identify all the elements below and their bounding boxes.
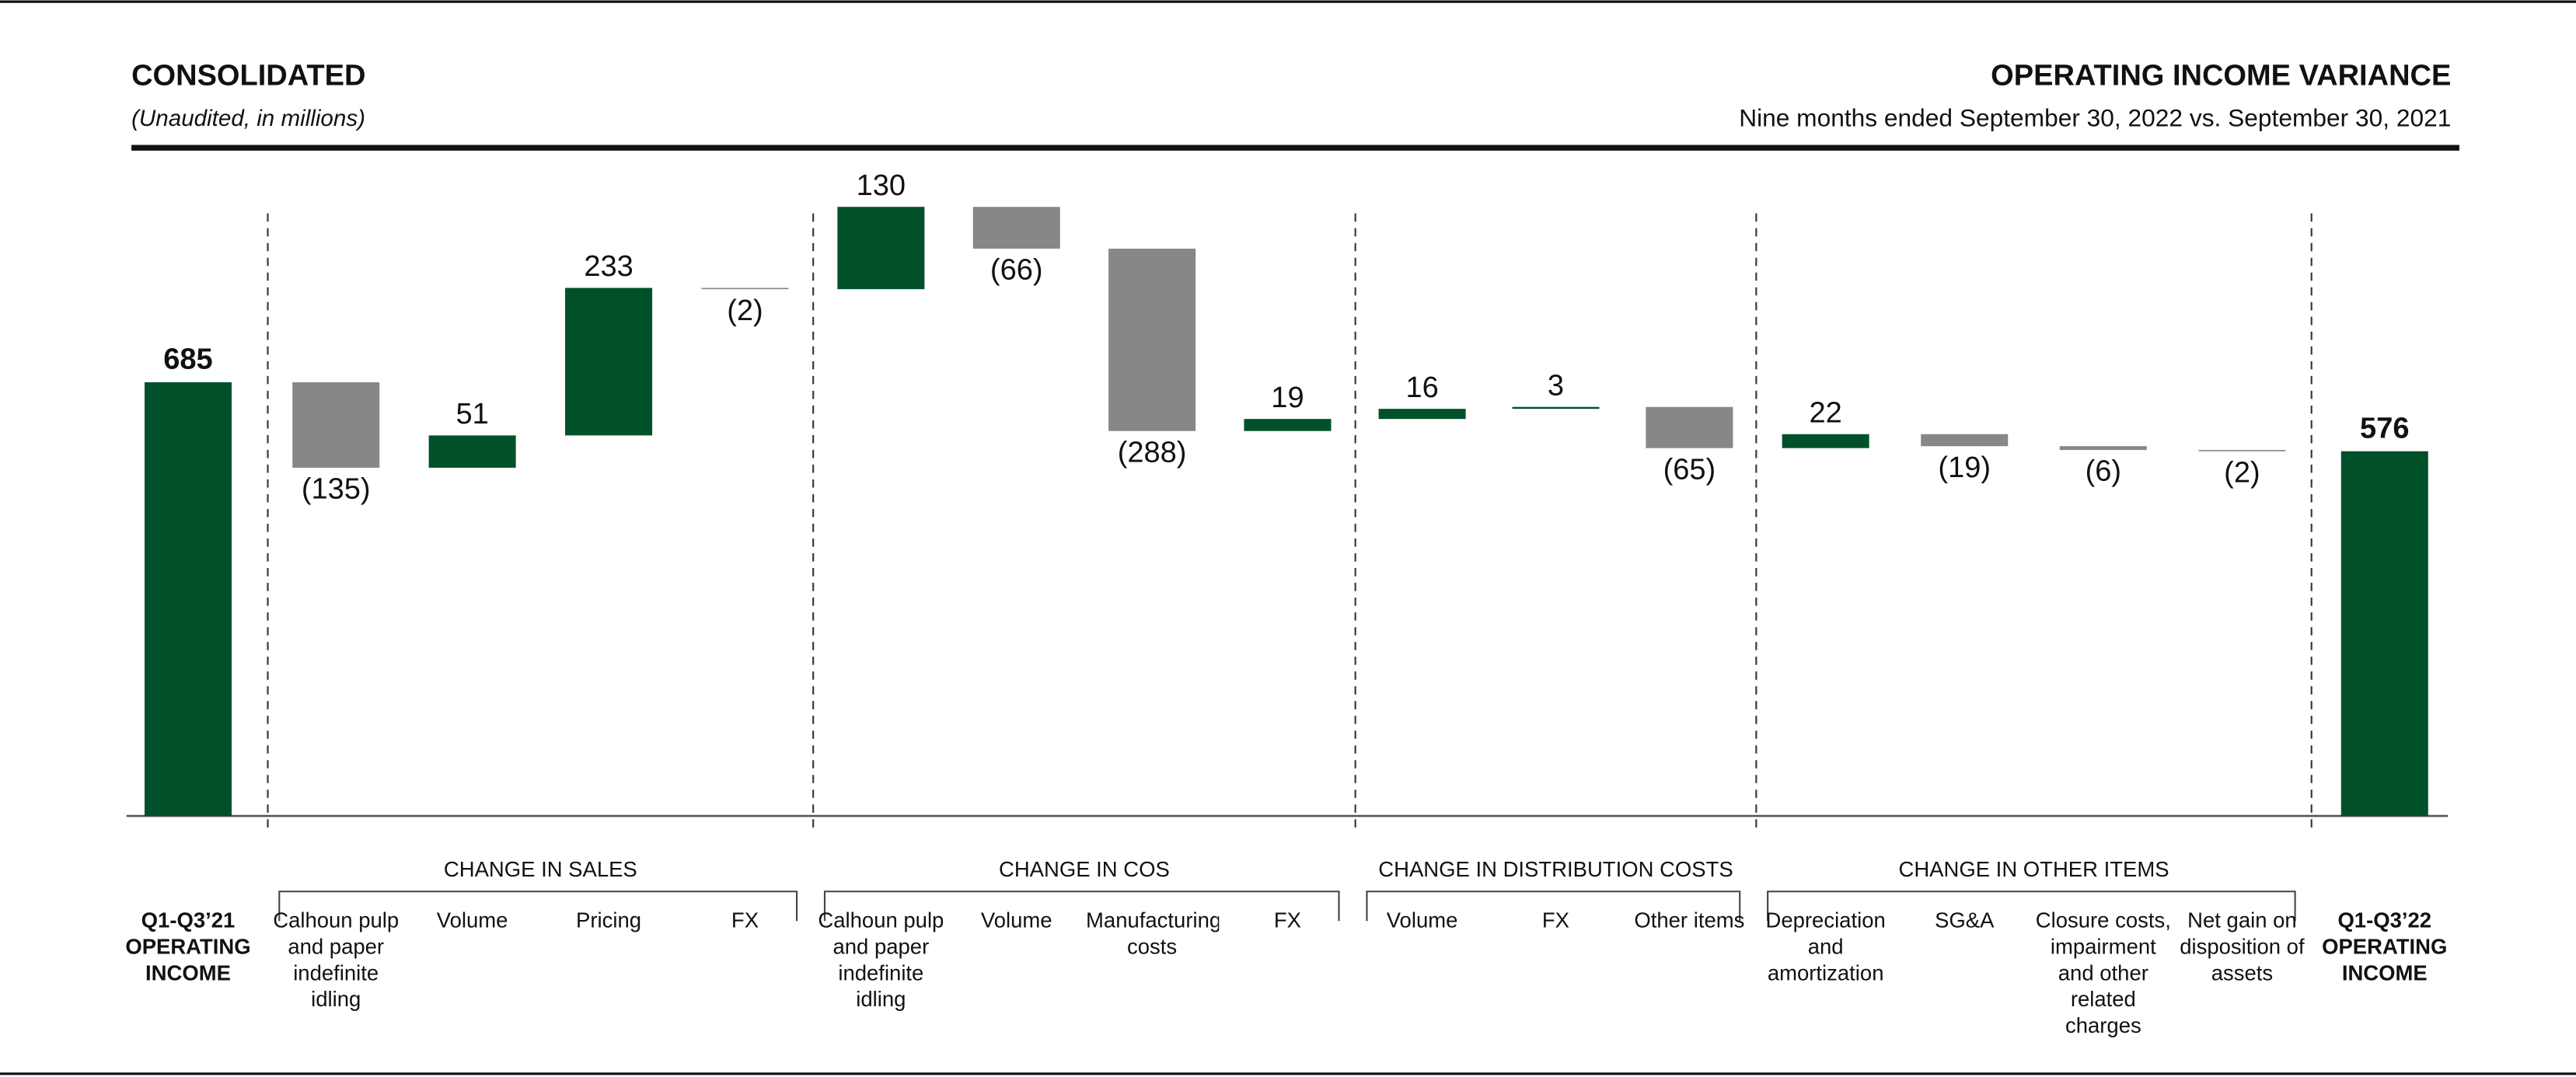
chart-subtitle: Nine months ended September 30, 2022 vs.… bbox=[1739, 104, 2451, 132]
category-label: SG&A bbox=[1935, 908, 1995, 933]
group-label-box: CHANGE IN DISTRIBUTION COSTS bbox=[1378, 856, 1733, 882]
category-label-box: Pricing bbox=[576, 908, 642, 933]
total-bar bbox=[2340, 451, 2428, 817]
bar bbox=[972, 207, 1060, 249]
group-bracket bbox=[823, 891, 1340, 922]
value-label: 3 bbox=[1548, 369, 1564, 402]
category-label: Volume bbox=[1386, 908, 1458, 933]
total-label-box: Q1-Q3’21 OPERATING INCOME bbox=[125, 908, 251, 985]
category-label: Calhoun pulp and paper indefinite idling bbox=[818, 908, 944, 1012]
bar bbox=[2198, 450, 2286, 451]
category-label-box: Volume bbox=[1386, 908, 1458, 933]
value-label: 51 bbox=[456, 398, 488, 430]
group-label: CHANGE IN OTHER ITEMS bbox=[1898, 856, 2169, 882]
category-label-box: SG&A bbox=[1935, 908, 1995, 933]
category-label-box: Net gain on disposition of assets bbox=[2180, 908, 2305, 985]
total-value-label: 576 bbox=[2360, 412, 2409, 444]
value-label: 16 bbox=[1405, 371, 1438, 404]
bar bbox=[1512, 406, 1600, 410]
category-label: Pricing bbox=[576, 908, 642, 933]
total-label: Q1-Q3’22 OPERATING INCOME bbox=[2322, 908, 2448, 985]
bar bbox=[1108, 248, 1196, 431]
value-label: 22 bbox=[1809, 396, 1841, 429]
value-label: (66) bbox=[990, 254, 1043, 287]
category-label: Volume bbox=[980, 908, 1052, 933]
bar bbox=[1244, 419, 1332, 431]
bar bbox=[1921, 434, 2009, 447]
category-label-box: FX bbox=[1273, 908, 1302, 933]
group-label-box: CHANGE IN OTHER ITEMS bbox=[1898, 856, 2169, 882]
value-label: (2) bbox=[2224, 456, 2260, 489]
value-label: 19 bbox=[1271, 382, 1304, 414]
category-label: Other items bbox=[1634, 908, 1745, 933]
category-label-box: Calhoun pulp and paper indefinite idling bbox=[818, 908, 944, 1012]
total-label-box: Q1-Q3’22 OPERATING INCOME bbox=[2322, 908, 2448, 985]
category-label-box: Closure costs, impairment and other rela… bbox=[2035, 908, 2171, 1038]
group-label: CHANGE IN DISTRIBUTION COSTS bbox=[1378, 856, 1733, 882]
value-label: (288) bbox=[1118, 436, 1187, 469]
value-label: 130 bbox=[857, 169, 906, 202]
category-label-box: FX bbox=[731, 908, 759, 933]
category-label: Depreciation and amortization bbox=[1765, 908, 1886, 985]
bar bbox=[1782, 434, 1869, 448]
bar bbox=[2059, 446, 2147, 451]
group-label: CHANGE IN COS bbox=[998, 856, 1170, 882]
bar bbox=[292, 382, 380, 468]
category-label: Calhoun pulp and paper indefinite idling bbox=[273, 908, 400, 1012]
category-label-box: Manufacturing costs bbox=[1086, 908, 1219, 959]
group-bracket bbox=[1767, 891, 2296, 922]
category-label-box: Volume bbox=[980, 908, 1052, 933]
bar bbox=[428, 435, 516, 468]
total-value-label: 685 bbox=[163, 343, 212, 376]
bar bbox=[565, 288, 653, 436]
category-label: FX bbox=[1273, 908, 1302, 933]
category-label-box: FX bbox=[1541, 908, 1570, 933]
group-label: CHANGE IN SALES bbox=[443, 856, 637, 882]
value-label: 233 bbox=[584, 250, 633, 283]
value-label: (65) bbox=[1663, 453, 1716, 486]
category-label: FX bbox=[731, 908, 759, 933]
value-label: (19) bbox=[1938, 451, 1991, 484]
bar bbox=[837, 207, 925, 290]
value-label: (135) bbox=[302, 473, 371, 506]
group-label-box: CHANGE IN COS bbox=[998, 856, 1170, 882]
category-label-box: Depreciation and amortization bbox=[1765, 908, 1886, 985]
category-label-box: Volume bbox=[436, 908, 508, 933]
total-bar bbox=[144, 382, 232, 817]
value-label: (6) bbox=[2086, 455, 2121, 488]
bar bbox=[1378, 409, 1466, 420]
category-label: Net gain on disposition of assets bbox=[2180, 908, 2305, 985]
bar bbox=[1646, 406, 1733, 448]
category-label: Volume bbox=[436, 908, 508, 933]
header: CONSOLIDATED bbox=[131, 59, 365, 92]
category-label-box: Other items bbox=[1634, 908, 1745, 933]
note: (Unaudited, in millions) bbox=[131, 106, 365, 131]
category-label: FX bbox=[1541, 908, 1570, 933]
group-bracket bbox=[278, 891, 798, 922]
group-label-box: CHANGE IN SALES bbox=[443, 856, 637, 882]
category-label-box: Calhoun pulp and paper indefinite idling bbox=[273, 908, 400, 1012]
value-label: (2) bbox=[727, 295, 763, 327]
category-label: Manufacturing costs bbox=[1086, 908, 1219, 959]
group-bracket bbox=[1366, 891, 1741, 922]
chart-title: OPERATING INCOME VARIANCE bbox=[1991, 59, 2451, 92]
total-label: Q1-Q3’21 OPERATING INCOME bbox=[125, 908, 251, 985]
bar bbox=[701, 288, 789, 290]
category-label: Closure costs, impairment and other rela… bbox=[2035, 908, 2171, 1038]
